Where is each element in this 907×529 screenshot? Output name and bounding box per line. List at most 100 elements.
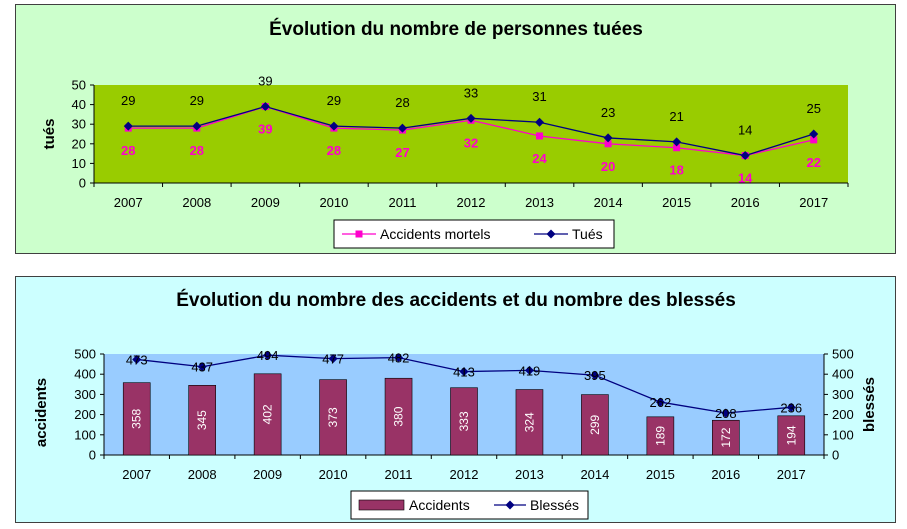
data-label-accidents-mortels: 28 bbox=[190, 143, 204, 158]
data-label-accidents-mortels: 20 bbox=[601, 159, 615, 174]
y-tick-label: 0 bbox=[89, 448, 96, 463]
data-label-accidents-mortels: 18 bbox=[669, 163, 683, 178]
point-blesses bbox=[459, 367, 469, 377]
x-tick-label: 2009 bbox=[253, 467, 282, 482]
x-tick-label: 2013 bbox=[525, 195, 554, 210]
legend-label-tues: Tués bbox=[572, 226, 603, 242]
legend-marker-tues bbox=[546, 229, 556, 239]
data-label-accidents-mortels: 28 bbox=[327, 143, 341, 158]
data-label-accidents: 333 bbox=[457, 411, 471, 431]
point-blesses bbox=[590, 370, 600, 380]
data-label-tues: 33 bbox=[464, 85, 478, 100]
point-tues bbox=[809, 129, 819, 139]
data-label-accidents-mortels: 22 bbox=[806, 155, 820, 170]
data-label-accidents: 189 bbox=[653, 426, 667, 446]
point-blesses bbox=[263, 350, 273, 360]
point-blesses bbox=[132, 354, 142, 364]
point-blesses bbox=[524, 365, 534, 375]
point-blesses bbox=[655, 397, 665, 407]
data-label-accidents-mortels: 28 bbox=[121, 143, 135, 158]
point-tues bbox=[603, 133, 613, 143]
bar-accidents bbox=[581, 394, 609, 456]
data-label-tues: 14 bbox=[738, 123, 752, 138]
data-label-tues: 29 bbox=[121, 93, 135, 108]
y2-tick-label: 100 bbox=[832, 427, 854, 442]
legend-marker-blesses bbox=[505, 500, 515, 510]
data-label-accidents-mortels: 27 bbox=[395, 145, 409, 160]
y-tick-label: 200 bbox=[74, 407, 96, 422]
y2-tick-label: 300 bbox=[832, 387, 854, 402]
x-tick-label: 2008 bbox=[188, 467, 217, 482]
y-tick-label: 0 bbox=[79, 176, 86, 191]
x-tick-label: 2012 bbox=[457, 195, 486, 210]
bar-accidents bbox=[450, 387, 478, 456]
x-tick-label: 2014 bbox=[594, 195, 623, 210]
point-tues bbox=[672, 137, 682, 147]
data-label-accidents: 324 bbox=[522, 412, 536, 432]
chart-accidents-blesses: Évolution du nombre des accidents et du … bbox=[33, 289, 878, 520]
data-label-blesses: 437 bbox=[191, 360, 213, 375]
x-tick-label: 2009 bbox=[251, 195, 280, 210]
legend-swatch-accidents bbox=[358, 499, 405, 511]
data-label-accidents: 172 bbox=[719, 427, 733, 447]
data-label-blesses: 236 bbox=[780, 400, 802, 415]
data-label-accidents: 402 bbox=[261, 404, 275, 424]
legend-marker-accidents-mortels bbox=[355, 230, 363, 238]
y2-tick-label: 0 bbox=[832, 448, 839, 463]
data-label-accidents: 373 bbox=[326, 407, 340, 427]
point-blesses bbox=[328, 354, 338, 364]
y-tick-label: 20 bbox=[72, 136, 86, 151]
point-blesses bbox=[721, 408, 731, 418]
data-label-tues: 39 bbox=[258, 74, 272, 89]
data-label-accidents-mortels: 14 bbox=[738, 171, 753, 186]
x-tick-label: 2010 bbox=[319, 467, 348, 482]
data-label-accidents: 194 bbox=[784, 425, 798, 445]
data-label-blesses: 419 bbox=[519, 363, 541, 378]
data-label-blesses: 413 bbox=[453, 365, 475, 380]
legend-label-accidents-mortels: Accidents mortels bbox=[380, 226, 490, 242]
plot-area: 0 0 100 100 200 200 300 300 400 400 500 500 2007 2008… bbox=[74, 347, 853, 483]
data-label-blesses: 494 bbox=[257, 348, 279, 363]
x-tick-label: 2015 bbox=[646, 467, 675, 482]
point-tues bbox=[466, 113, 476, 123]
y2-axis-label: blessés bbox=[861, 377, 878, 432]
legend-label-accidents: Accidents bbox=[409, 497, 470, 513]
x-tick-label: 2016 bbox=[711, 467, 740, 482]
x-tick-label: 2008 bbox=[182, 195, 211, 210]
point-accidents-mortels bbox=[604, 140, 612, 148]
plot-area: 0 10 20 30 40 50 2007 2008 2009 2010 2011 2012 2013 2… bbox=[72, 74, 849, 210]
data-label-accidents: 380 bbox=[392, 406, 406, 426]
bar-accidents bbox=[777, 415, 806, 456]
point-blesses bbox=[394, 353, 404, 363]
x-tick-label: 2016 bbox=[731, 195, 760, 210]
chart-panel-accidents-blesses: Évolution du nombre des accidents et du … bbox=[15, 276, 896, 523]
y-tick-label: 10 bbox=[72, 156, 86, 171]
point-tues bbox=[740, 151, 750, 161]
chart-title: Évolution du nombre des accidents et du … bbox=[176, 289, 736, 311]
x-tick-label: 2011 bbox=[385, 467, 413, 482]
bar-accidents bbox=[712, 419, 740, 456]
y-axis-label: accidents bbox=[33, 378, 50, 447]
bar-accidents bbox=[384, 377, 413, 456]
point-tues bbox=[192, 121, 202, 131]
y-tick-label: 400 bbox=[74, 367, 96, 382]
legend-label-blesses: Blessés bbox=[530, 497, 579, 513]
data-label-tues: 29 bbox=[190, 93, 204, 108]
chart-tues: Évolution du nombre de personnes tuées t… bbox=[41, 18, 849, 249]
y-axis-label: tués bbox=[41, 119, 58, 150]
data-label-tues: 23 bbox=[601, 105, 615, 120]
y2-tick-label: 200 bbox=[832, 407, 854, 422]
point-tues bbox=[397, 123, 407, 133]
x-tick-label: 2007 bbox=[114, 195, 143, 210]
y2-tick-label: 400 bbox=[832, 367, 854, 382]
point-blesses bbox=[786, 402, 796, 412]
point-tues bbox=[260, 102, 270, 112]
legend: Accidents mortels Tués bbox=[333, 219, 615, 249]
x-tick-label: 2011 bbox=[388, 195, 416, 210]
y-tick-label: 40 bbox=[72, 97, 86, 112]
point-blesses bbox=[197, 362, 207, 372]
data-label-blesses: 262 bbox=[650, 395, 672, 410]
x-tick-label: 2012 bbox=[450, 467, 479, 482]
bar-accidents bbox=[188, 385, 216, 456]
y2-tick-label: 500 bbox=[832, 347, 854, 362]
